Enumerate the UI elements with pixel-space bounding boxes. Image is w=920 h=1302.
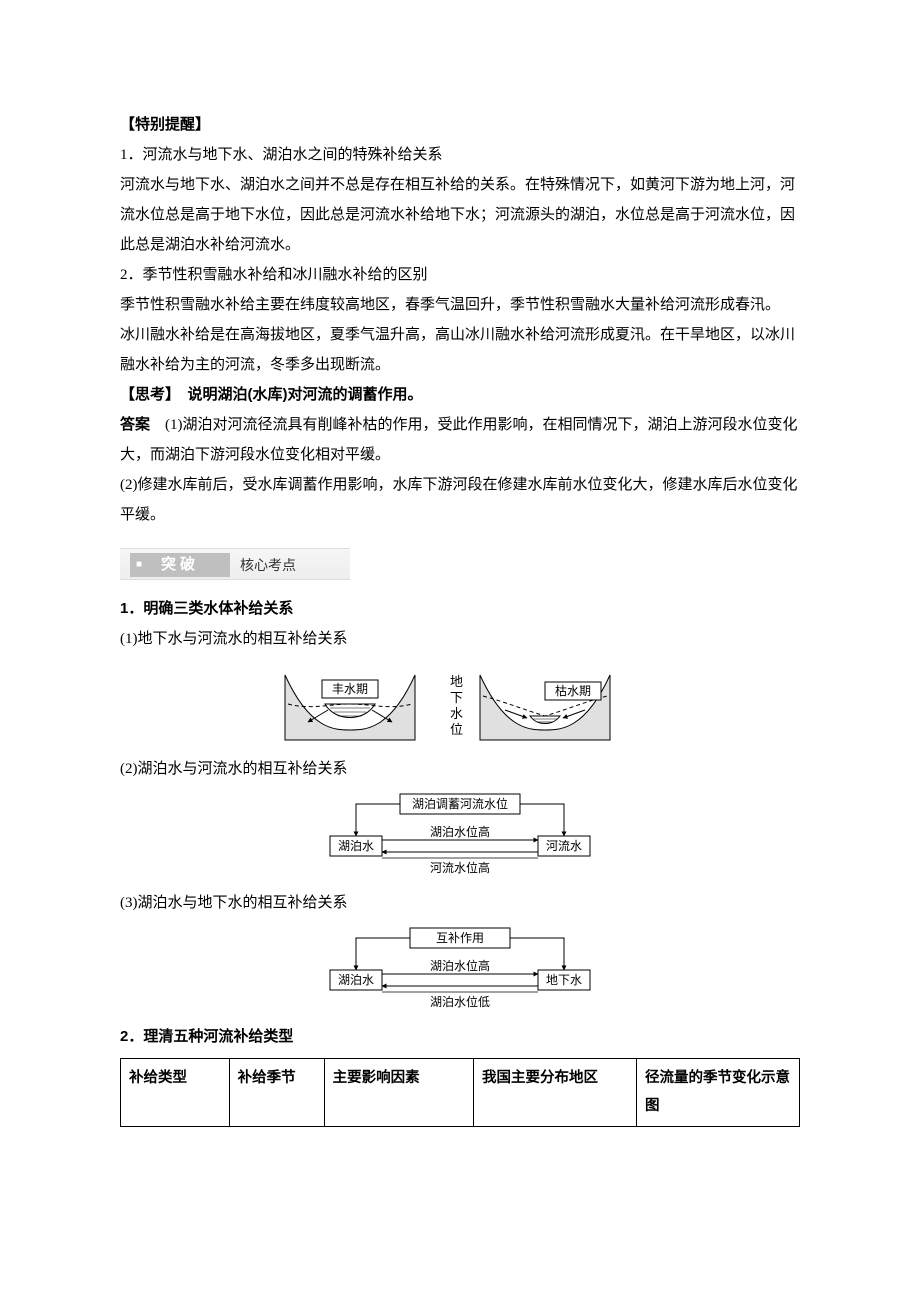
section-banner: 突破 核心考点	[120, 548, 350, 580]
supply-types-table: 补给类型 补给季节 主要影响因素 我国主要分布地区 径流量的季节变化示意图	[120, 1058, 800, 1127]
think-label: 【思考】 说明湖泊(水库)对河流的调蓄作用。	[120, 386, 423, 403]
sec1-title: 1．明确三类水体补给关系	[120, 594, 800, 624]
d3-left: 湖泊水	[338, 972, 374, 987]
answer-label: 答案	[120, 416, 150, 433]
th-type: 补给类型	[121, 1059, 230, 1127]
diagram-lake-river: 湖泊调蓄河流水位 湖泊水 河流水 湖泊水位高 河流水位高	[120, 790, 800, 880]
th-factor: 主要影响因素	[324, 1059, 473, 1127]
d1-left-label: 丰水期	[332, 682, 368, 696]
think-question: 【思考】 说明湖泊(水库)对河流的调蓄作用。	[120, 380, 800, 410]
d1-mid-4: 位	[450, 722, 463, 737]
d1-right-label: 枯水期	[555, 683, 591, 698]
d1-mid-1: 地	[450, 674, 463, 689]
d3-midtop: 湖泊水位高	[430, 958, 490, 973]
answer-1-text: (1)湖泊对河流径流具有削峰补枯的作用，受此作用影响，在相同情况下，湖泊上游河段…	[120, 417, 798, 463]
banner-sub: 核心考点	[240, 553, 296, 577]
reminder-p1-body: 河流水与地下水、湖泊水之间并不总是存在相互补给的关系。在特殊情况下，如黄河下游为…	[120, 170, 800, 260]
reminder-heading: 【特别提醒】	[120, 110, 800, 140]
d1-mid-2: 下	[450, 690, 463, 705]
sec1-item2: (2)湖泊水与河流水的相互补给关系	[120, 754, 800, 784]
diagram-groundwater-river: 丰水期 地 下 水 位 枯水期	[120, 660, 800, 746]
th-season: 补给季节	[229, 1059, 324, 1127]
d1-mid-3: 水	[450, 706, 463, 721]
d2-left: 湖泊水	[338, 838, 374, 853]
reminder-p2-body2: 冰川融水补给是在高海拔地区，夏季气温升高，高山冰川融水补给河流形成夏汛。在干旱地…	[120, 320, 800, 380]
d3-midbot: 湖泊水位低	[430, 994, 490, 1009]
sec2-title: 2．理清五种河流补给类型	[120, 1022, 800, 1052]
sec1-item3: (3)湖泊水与地下水的相互补给关系	[120, 888, 800, 918]
reminder-p2-body1: 季节性积雪融水补给主要在纬度较高地区，春季气温回升，季节性积雪融水大量补给河流形…	[120, 290, 800, 320]
d2-midbot: 河流水位高	[430, 860, 490, 875]
d3-right: 地下水	[546, 973, 582, 987]
sec1-item1: (1)地下水与河流水的相互补给关系	[120, 624, 800, 654]
table-row: 补给类型 补给季节 主要影响因素 我国主要分布地区 径流量的季节变化示意图	[121, 1059, 800, 1127]
reminder-p1-title: 1．河流水与地下水、湖泊水之间的特殊补给关系	[120, 140, 800, 170]
d2-right: 河流水	[546, 839, 582, 853]
th-diagram: 径流量的季节变化示意图	[637, 1059, 800, 1127]
d2-top: 湖泊调蓄河流水位	[412, 796, 508, 811]
diagram-lake-groundwater: 互补作用 湖泊水 地下水 湖泊水位高 湖泊水位低	[120, 924, 800, 1014]
th-region: 我国主要分布地区	[474, 1059, 637, 1127]
reminder-p2-title: 2．季节性积雪融水补给和冰川融水补给的区别	[120, 260, 800, 290]
d2-midtop: 湖泊水位高	[430, 824, 490, 839]
d3-top: 互补作用	[436, 931, 484, 945]
banner-main: 突破	[130, 553, 230, 577]
think-answer-1: 答案 (1)湖泊对河流径流具有削峰补枯的作用，受此作用影响，在相同情况下，湖泊上…	[120, 410, 800, 470]
think-answer-2: (2)修建水库前后，受水库调蓄作用影响，水库下游河段在修建水库前水位变化大，修建…	[120, 470, 800, 530]
